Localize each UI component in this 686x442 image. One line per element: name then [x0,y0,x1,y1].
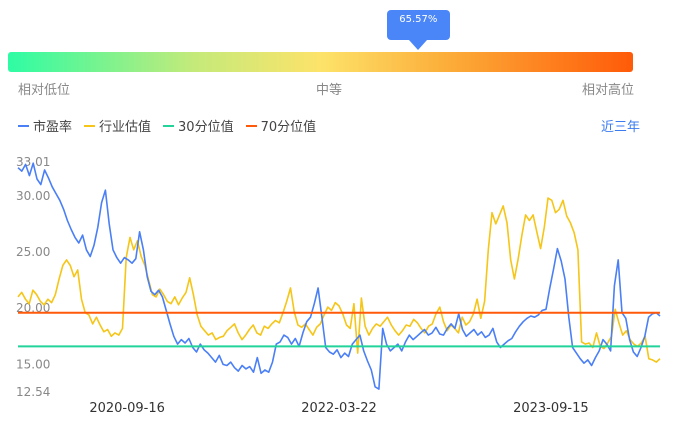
series-line-pe [17,162,661,390]
tooltip-pointer-icon [408,40,427,50]
y-tick-label: 20.00 [16,301,50,315]
period-selector-button[interactable]: 近三年 [600,120,640,135]
y-tick-label: 30.00 [16,189,50,203]
y-tick-label: 33.01 [16,155,50,169]
y-tick-label: 12.54 [16,385,50,399]
chart-legend: 市盈率 行业估值 30分位值 70分位值 [18,116,316,135]
legend-item-p30[interactable]: 30分位值 [163,116,234,135]
legend-label: 市盈率 [33,120,73,135]
y-tick-label: 15.00 [16,357,50,371]
legend-swatch-pe [18,124,29,127]
x-tick-label: 2022-03-22 [301,401,377,416]
gauge-label-mid: 中等 [316,83,343,98]
pe-line-chart: 33.01 30.00 25.00 20.00 15.00 12.54 2020-09-16… [16,155,661,416]
legend-label: 行业估值 [99,120,152,135]
valuation-gauge-bar [8,52,633,72]
x-tick-label: 2020-09-16 [89,401,165,416]
legend-item-industry[interactable]: 行业估值 [84,116,151,135]
series-line-industry [17,197,661,363]
gauge-label-low: 相对低位 [18,83,71,98]
y-tick-label: 25.00 [16,245,50,259]
gauge-label-high: 相对高位 [582,83,635,98]
legend-item-pe[interactable]: 市盈率 [18,116,72,135]
x-tick-label: 2023-09-15 [513,401,589,416]
legend-item-p70[interactable]: 70分位值 [245,116,317,135]
legend-label: 30分位值 [178,120,234,135]
percentile-tooltip: 65.57% [386,10,450,40]
legend-label: 70分位值 [260,120,317,135]
legend-swatch-industry [84,124,96,127]
legend-swatch-p70 [245,124,257,127]
legend-swatch-p30 [163,124,175,127]
percentile-value: 65.57% [399,14,438,25]
